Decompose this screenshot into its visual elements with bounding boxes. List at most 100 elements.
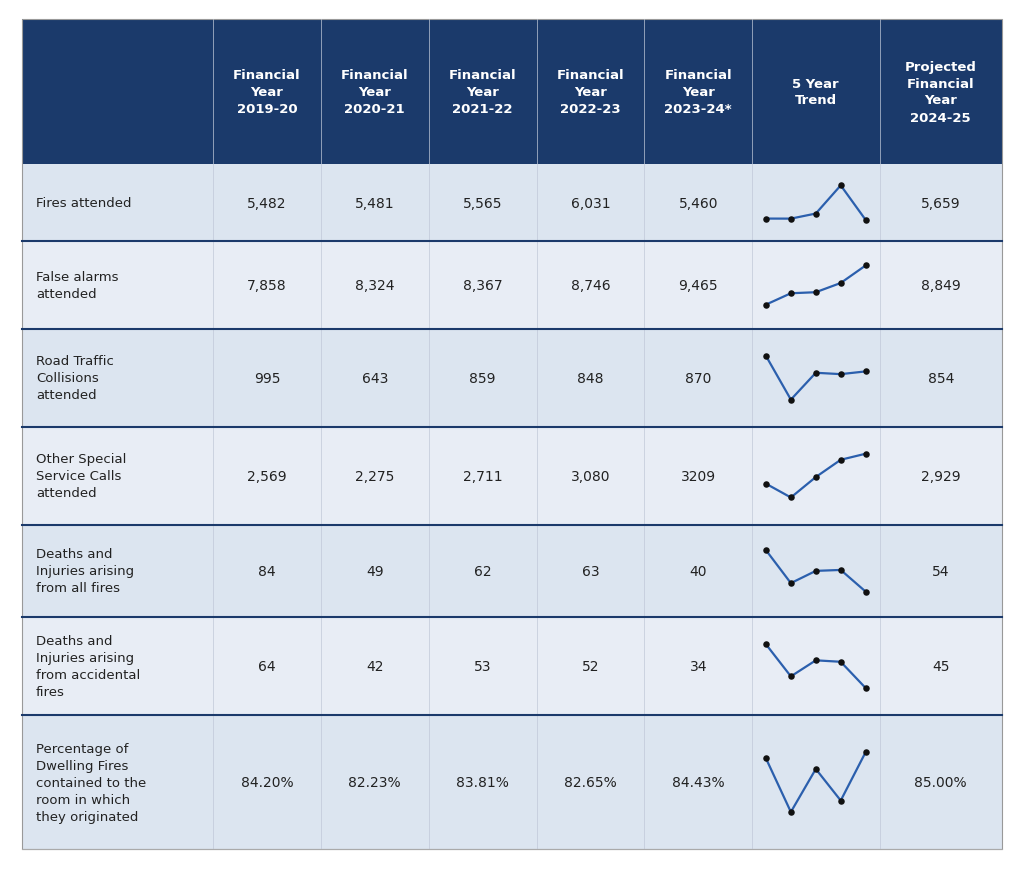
- Text: 82.23%: 82.23%: [348, 775, 401, 789]
- Text: 8,367: 8,367: [463, 279, 503, 293]
- Text: Financial
Year
2022-23: Financial Year 2022-23: [557, 69, 625, 116]
- Text: False alarms
attended: False alarms attended: [36, 271, 119, 301]
- Text: 49: 49: [366, 564, 384, 578]
- Text: 5,481: 5,481: [355, 196, 394, 210]
- Text: 643: 643: [361, 371, 388, 385]
- Text: Percentage of
Dwelling Fires
contained to the
room in which
they originated: Percentage of Dwelling Fires contained t…: [36, 742, 146, 823]
- Point: [782, 491, 799, 505]
- Text: 2,929: 2,929: [921, 469, 961, 483]
- Point: [833, 563, 849, 577]
- Text: 859: 859: [469, 371, 496, 385]
- Text: 870: 870: [685, 371, 712, 385]
- Text: 2,275: 2,275: [355, 469, 394, 483]
- Text: Financial
Year
2019-20: Financial Year 2019-20: [233, 69, 301, 116]
- Text: 2,711: 2,711: [463, 469, 503, 483]
- Text: 54: 54: [932, 564, 949, 578]
- Text: Deaths and
Injuries arising
from accidental
fires: Deaths and Injuries arising from acciden…: [36, 634, 140, 699]
- Point: [808, 564, 824, 578]
- Text: 64: 64: [258, 660, 275, 673]
- Point: [833, 179, 849, 193]
- Bar: [321, 20, 429, 165]
- Text: 5 Year
Trend: 5 Year Trend: [793, 77, 839, 108]
- Point: [808, 470, 824, 484]
- Bar: [880, 20, 1002, 165]
- Bar: [22, 165, 1002, 242]
- Text: 8,324: 8,324: [355, 279, 394, 293]
- Text: Financial
Year
2023-24*: Financial Year 2023-24*: [665, 69, 732, 116]
- Point: [782, 670, 799, 684]
- Text: 45: 45: [932, 660, 949, 673]
- Point: [758, 752, 774, 766]
- Bar: [22, 618, 1002, 715]
- Point: [758, 298, 774, 312]
- Point: [857, 746, 873, 760]
- Point: [758, 349, 774, 363]
- Text: 62: 62: [474, 564, 492, 578]
- Text: Other Special
Service Calls
attended: Other Special Service Calls attended: [36, 453, 126, 500]
- Text: 34: 34: [689, 660, 707, 673]
- Point: [857, 585, 873, 599]
- Text: 5,565: 5,565: [463, 196, 503, 210]
- Text: Road Traffic
Collisions
attended: Road Traffic Collisions attended: [36, 355, 114, 401]
- Text: 5,460: 5,460: [679, 196, 718, 210]
- Bar: [22, 20, 213, 165]
- Point: [758, 544, 774, 558]
- Text: 42: 42: [366, 660, 384, 673]
- Point: [857, 448, 873, 461]
- Text: 52: 52: [582, 660, 599, 673]
- Text: 63: 63: [582, 564, 599, 578]
- Text: 3209: 3209: [681, 469, 716, 483]
- Bar: [22, 329, 1002, 428]
- Point: [758, 212, 774, 226]
- Bar: [22, 715, 1002, 849]
- Bar: [22, 242, 1002, 329]
- Point: [808, 653, 824, 667]
- Point: [782, 805, 799, 819]
- Bar: [22, 525, 1002, 618]
- Point: [857, 259, 873, 273]
- Point: [782, 287, 799, 301]
- Text: Financial
Year
2020-21: Financial Year 2020-21: [341, 69, 409, 116]
- Text: 5,482: 5,482: [247, 196, 287, 210]
- Point: [833, 793, 849, 807]
- Point: [758, 638, 774, 652]
- Text: 8,849: 8,849: [921, 279, 961, 293]
- Point: [758, 477, 774, 491]
- Text: 82.65%: 82.65%: [564, 775, 616, 789]
- Bar: [537, 20, 644, 165]
- Bar: [752, 20, 880, 165]
- Text: 848: 848: [578, 371, 604, 385]
- Text: 3,080: 3,080: [570, 469, 610, 483]
- Point: [833, 655, 849, 669]
- Point: [833, 276, 849, 290]
- Bar: [22, 428, 1002, 525]
- Point: [833, 454, 849, 468]
- Text: 84.43%: 84.43%: [672, 775, 725, 789]
- Text: 83.81%: 83.81%: [456, 775, 509, 789]
- Text: Fires attended: Fires attended: [36, 197, 131, 210]
- Point: [782, 212, 799, 226]
- Text: 84.20%: 84.20%: [241, 775, 293, 789]
- Text: Financial
Year
2021-22: Financial Year 2021-22: [449, 69, 516, 116]
- Point: [808, 762, 824, 776]
- Text: 53: 53: [474, 660, 492, 673]
- Text: 854: 854: [928, 371, 954, 385]
- Text: 5,659: 5,659: [921, 196, 961, 210]
- Text: 995: 995: [254, 371, 281, 385]
- Bar: [213, 20, 321, 165]
- Text: 2,569: 2,569: [247, 469, 287, 483]
- Text: 84: 84: [258, 564, 275, 578]
- Bar: [644, 20, 752, 165]
- Text: 7,858: 7,858: [247, 279, 287, 293]
- Text: 9,465: 9,465: [678, 279, 718, 293]
- Point: [857, 214, 873, 228]
- Point: [782, 393, 799, 407]
- Text: 6,031: 6,031: [570, 196, 610, 210]
- Text: Deaths and
Injuries arising
from all fires: Deaths and Injuries arising from all fir…: [36, 547, 134, 594]
- Point: [808, 208, 824, 222]
- Text: 8,746: 8,746: [570, 279, 610, 293]
- Point: [782, 576, 799, 590]
- Bar: [429, 20, 537, 165]
- Text: 85.00%: 85.00%: [914, 775, 967, 789]
- Text: 40: 40: [689, 564, 707, 578]
